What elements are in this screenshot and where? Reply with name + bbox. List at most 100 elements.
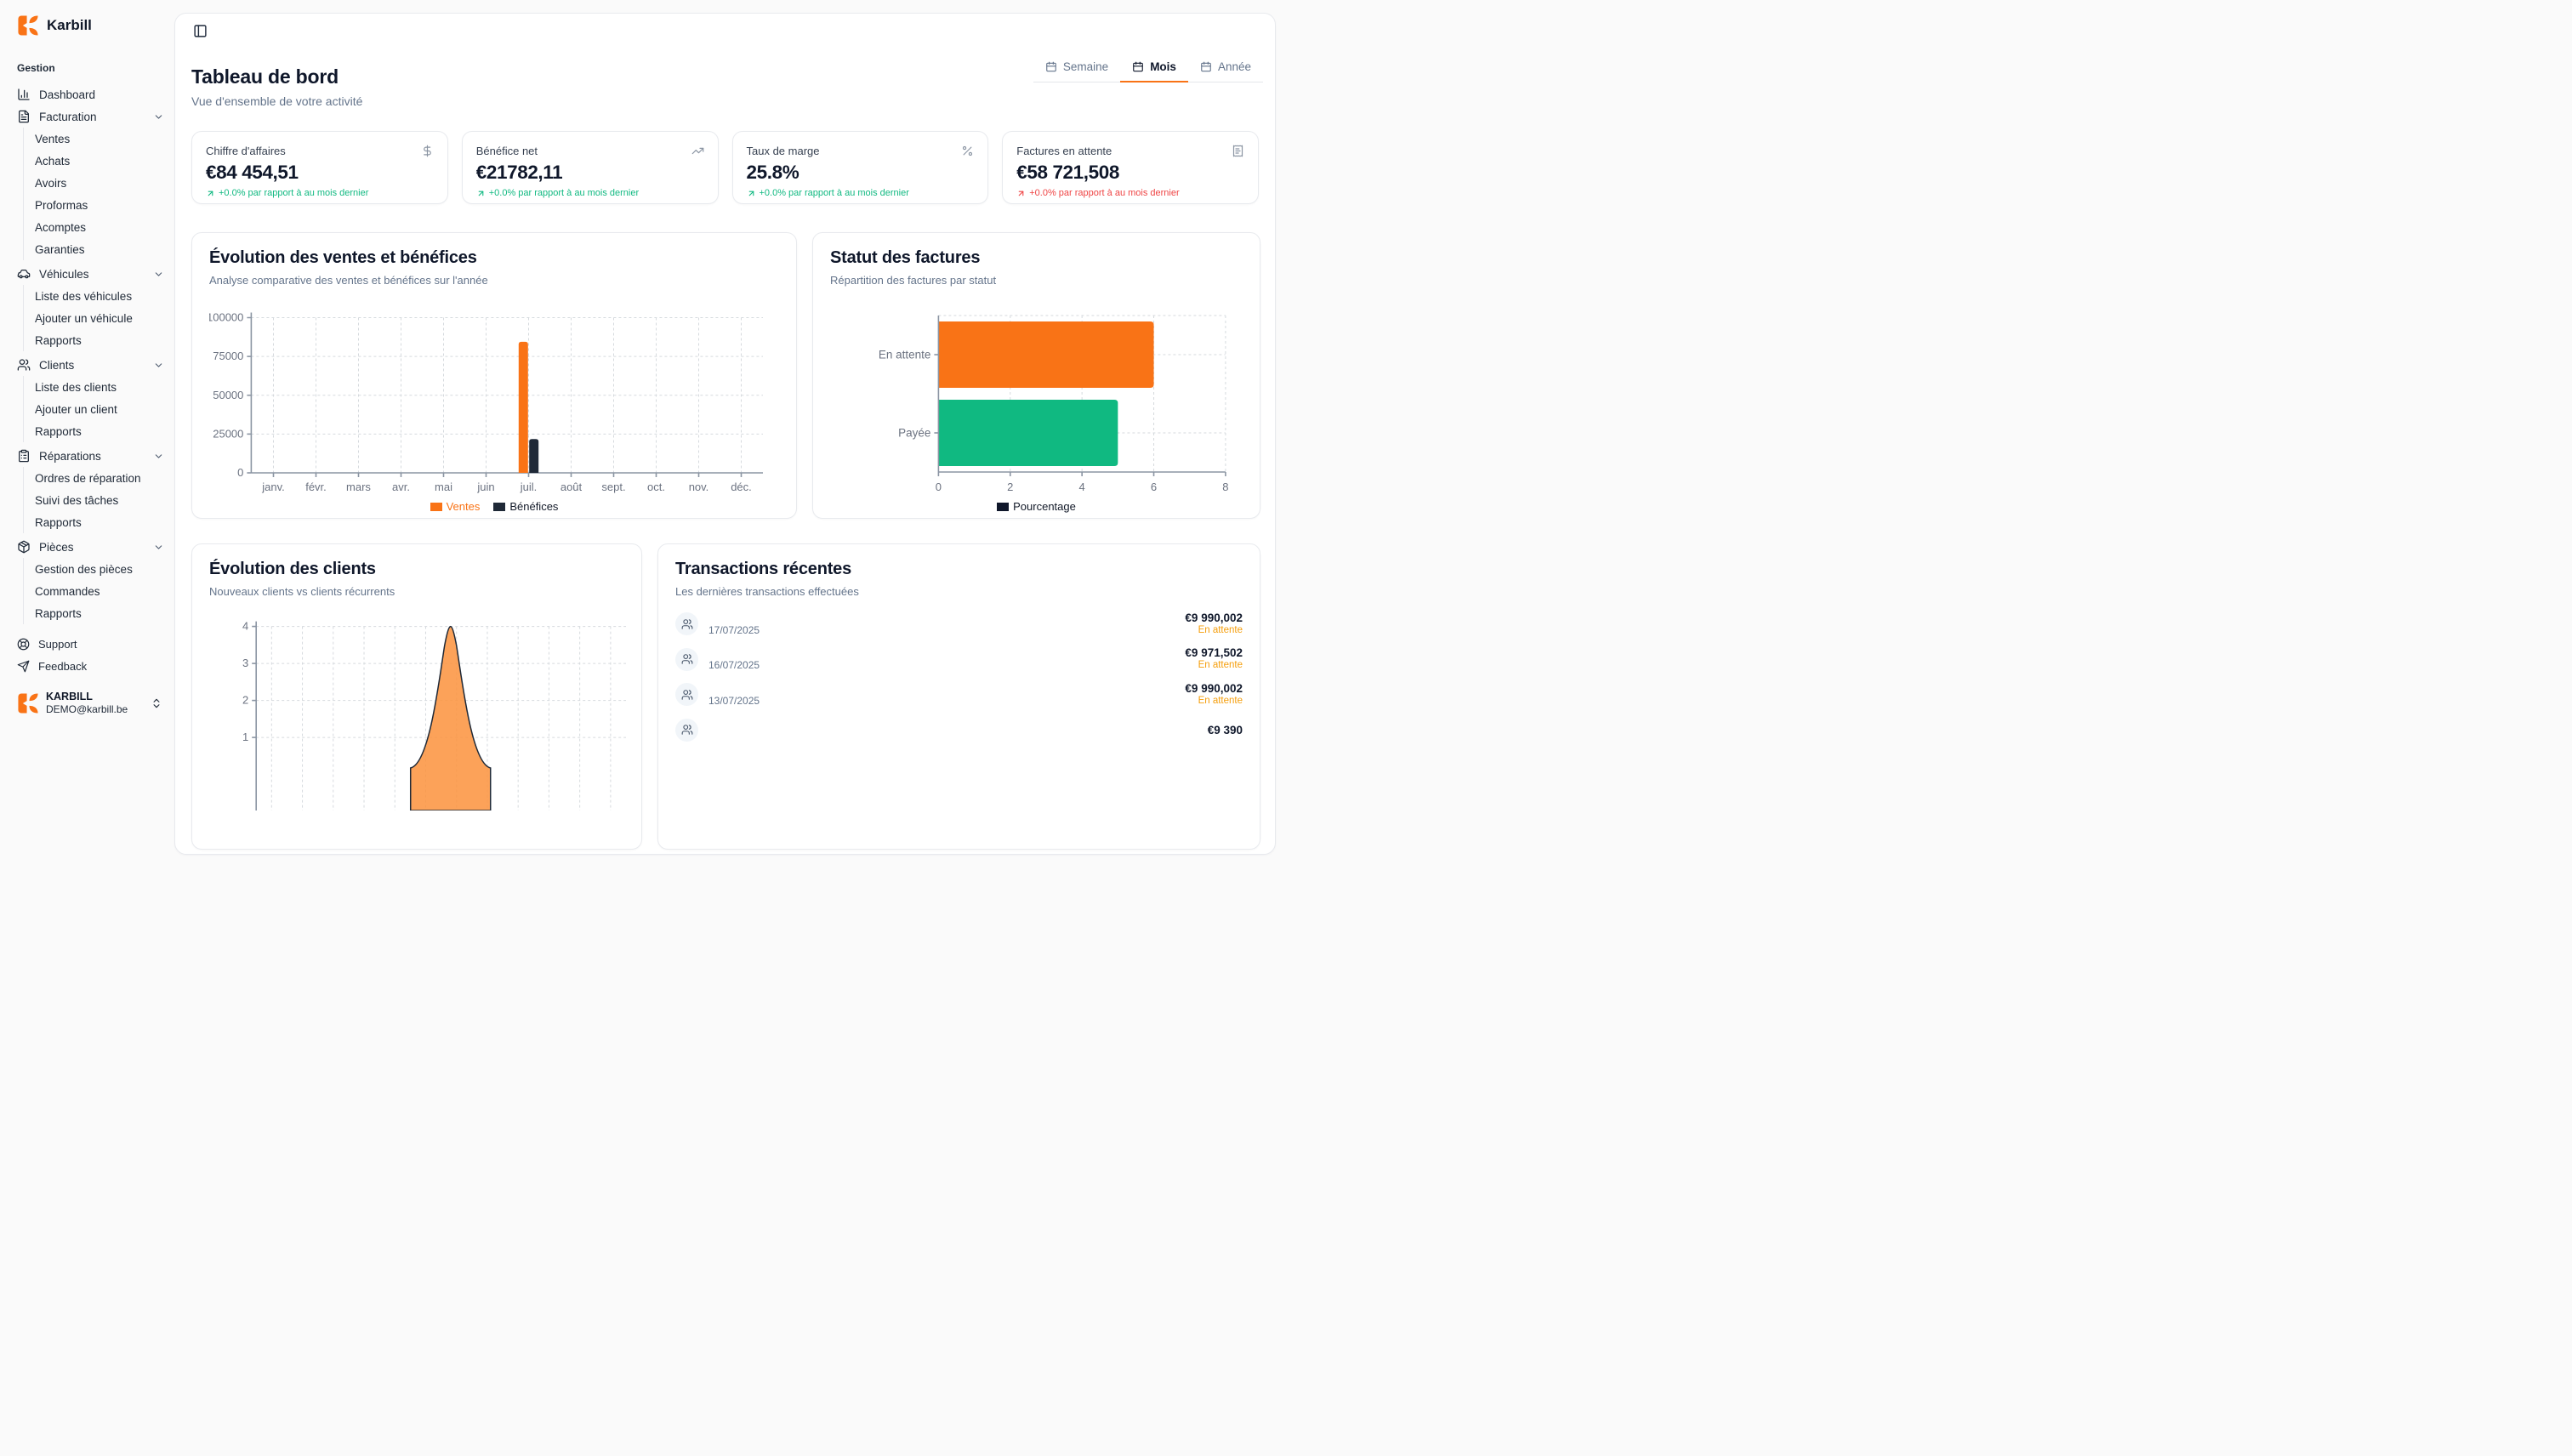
app-name: Karbill [47, 17, 92, 33]
sidebar-footer-links: Support Feedback [17, 633, 164, 682]
nav-section-label: Gestion [17, 62, 55, 74]
svg-text:mars: mars [346, 481, 371, 493]
sidebar-toggle-button[interactable] [191, 22, 209, 40]
legend-item-benefices: Bénéfices [493, 500, 558, 513]
transaction-status: En attente [1198, 695, 1243, 706]
sidebar-item-facturation[interactable]: Facturation [17, 105, 164, 128]
svg-text:0: 0 [237, 466, 243, 479]
transaction-amount: €9 990,002 [1185, 611, 1243, 624]
users-icon [681, 653, 693, 665]
invoice-status-legend: Pourcentage [830, 500, 1243, 513]
sidebar-item-reparations[interactable]: Réparations [17, 445, 164, 467]
kpi-change-text: +0.0% par rapport à au mois dernier [759, 188, 909, 198]
sidebar-subitem-facturation-avoirs[interactable]: Avoirs [35, 176, 67, 190]
trending-up-icon [691, 145, 704, 157]
arrow-up-right-icon [206, 189, 215, 198]
transaction-row[interactable]: 16/07/2025 €9 971,502 En attente [675, 642, 1243, 678]
transaction-row[interactable]: €9 390 [675, 713, 1243, 748]
svg-text:4: 4 [1079, 481, 1085, 493]
clients-chart-title: Évolution des clients [209, 560, 376, 578]
sidebar-subitem-pieces-commandes[interactable]: Commandes [35, 584, 100, 598]
tab-annee[interactable]: Année [1188, 54, 1263, 82]
sales-chart-subtitle: Analyse comparative des ventes et bénéfi… [209, 274, 488, 287]
svg-text:4: 4 [242, 620, 248, 633]
page-title: Tableau de bord [191, 65, 339, 88]
avatar [675, 612, 698, 636]
sidebar-subitem-clients-ajouter-un-client[interactable]: Ajouter un client [35, 402, 117, 416]
transaction-amount: €9 990,002 [1185, 681, 1243, 695]
svg-text:0: 0 [936, 481, 942, 493]
sidebar-subitem-reparations-ordres-de-reparation[interactable]: Ordres de réparation [35, 471, 141, 485]
kpi-card-benefice-net: Bénéfice net €21782,11 +0.0% par rapport à… [461, 131, 719, 204]
svg-text:janv.: janv. [261, 481, 285, 493]
sidebar-nav: Dashboard Facturation Ventes Achats Avoirs Pr… [17, 83, 164, 627]
sidebar-item-label: Pièces [39, 540, 74, 554]
svg-text:mai: mai [435, 481, 452, 493]
transaction-date: 13/07/2025 [708, 694, 760, 707]
invoice-status-subtitle: Répartition des factures par statut [830, 274, 997, 287]
kpi-value: €58 721,508 [1016, 162, 1119, 183]
transaction-date: 17/07/2025 [708, 623, 760, 636]
sidebar-item-dashboard[interactable]: Dashboard [17, 83, 164, 105]
clients-chart-card: Évolution des clients Nouveaux clients v… [191, 543, 642, 850]
sidebar-subitem-reparations-suivi-des-taches[interactable]: Suivi des tâches [35, 493, 119, 507]
sidebar-subgroup-pieces: Gestion des pièces Commandes Rapports [23, 558, 164, 624]
svg-text:100000: 100000 [209, 311, 243, 324]
sidebar-subitem-vehicules-liste-des-vehicules[interactable]: Liste des véhicules [35, 289, 133, 303]
sidebar-item-label: Clients [39, 358, 75, 372]
legend-label: Bénéfices [509, 500, 559, 513]
svg-text:sept.: sept. [601, 481, 625, 493]
sidebar-item-clients[interactable]: Clients [17, 354, 164, 376]
svg-text:50000: 50000 [213, 389, 243, 401]
tab-semaine[interactable]: Semaine [1033, 54, 1120, 82]
sidebar-item-vehicules[interactable]: Véhicules [17, 263, 164, 285]
sidebar-subitem-vehicules-ajouter-un-vehicule[interactable]: Ajouter un véhicule [35, 311, 133, 325]
sidebar-item-label: Réparations [39, 449, 101, 463]
sidebar-subitem-facturation-ventes[interactable]: Ventes [35, 132, 71, 145]
arrow-up-right-icon [747, 189, 756, 198]
transactions-subtitle: Les dernières transactions effectuées [675, 585, 859, 598]
svg-text:août: août [560, 481, 583, 493]
sidebar-item-pieces[interactable]: Pièces [17, 536, 164, 558]
tab-mois[interactable]: Mois [1120, 54, 1188, 82]
tab-label: Année [1217, 60, 1251, 73]
sidebar-item-label: Véhicules [39, 267, 89, 281]
sales-chart-legend: Ventes Bénéfices [209, 500, 779, 513]
sidebar-subitem-clients-rapports[interactable]: Rapports [35, 424, 82, 438]
sidebar-subitem-pieces-rapports[interactable]: Rapports [35, 606, 82, 620]
avatar [675, 647, 698, 671]
chevron-down-icon [153, 542, 164, 553]
users-icon [17, 358, 31, 372]
send-icon [17, 660, 30, 673]
sidebar-subitem-vehicules-rapports[interactable]: Rapports [35, 333, 82, 347]
transaction-date: 16/07/2025 [708, 659, 760, 672]
legend-label: Ventes [446, 500, 481, 513]
kpi-row: Chiffre d'affaires €84 454,51 +0.0% par ra… [191, 131, 1259, 204]
transaction-row[interactable]: 13/07/2025 €9 990,002 En attente [675, 677, 1243, 713]
users-icon [681, 618, 693, 630]
sidebar-subitem-pieces-gestion-des-pieces[interactable]: Gestion des pièces [35, 562, 133, 576]
invoice-status-title: Statut des factures [830, 248, 981, 267]
bottom-row: Évolution des clients Nouveaux clients v… [191, 543, 1260, 850]
transaction-row[interactable]: 17/07/2025 €9 990,002 En attente [675, 606, 1243, 642]
sidebar-subitem-facturation-proformas[interactable]: Proformas [35, 198, 88, 212]
receipt-icon [1232, 145, 1244, 157]
kpi-change-text: +0.0% par rapport à au mois dernier [219, 188, 369, 198]
sidebar-subitem-clients-liste-des-clients[interactable]: Liste des clients [35, 380, 117, 394]
sidebar-item-label: Facturation [39, 110, 97, 123]
svg-text:6: 6 [1151, 481, 1157, 493]
kpi-change-text: +0.0% par rapport à au mois dernier [488, 188, 640, 198]
sidebar-item-feedback[interactable]: Feedback [17, 655, 164, 677]
period-tabs: Semaine Mois Année [1033, 54, 1263, 82]
sidebar-subitem-facturation-achats[interactable]: Achats [35, 154, 71, 168]
sidebar-item-support[interactable]: Support [17, 633, 164, 655]
karbill-logo-icon [17, 692, 39, 714]
profile-menu[interactable]: KARBILL DEMO@karbill.be [17, 682, 164, 728]
sidebar-subitem-reparations-rapports[interactable]: Rapports [35, 515, 82, 529]
app-logo: Karbill [17, 14, 164, 37]
invoice-status-bar-chart: 0 2 4 6 8 En attente Payée [879, 315, 1229, 493]
sidebar-subitem-facturation-garanties[interactable]: Garanties [35, 242, 85, 256]
sidebar-subitem-facturation-acomptes[interactable]: Acomptes [35, 220, 87, 234]
transaction-status: En attente [1198, 624, 1243, 635]
svg-text:2: 2 [1007, 481, 1013, 493]
